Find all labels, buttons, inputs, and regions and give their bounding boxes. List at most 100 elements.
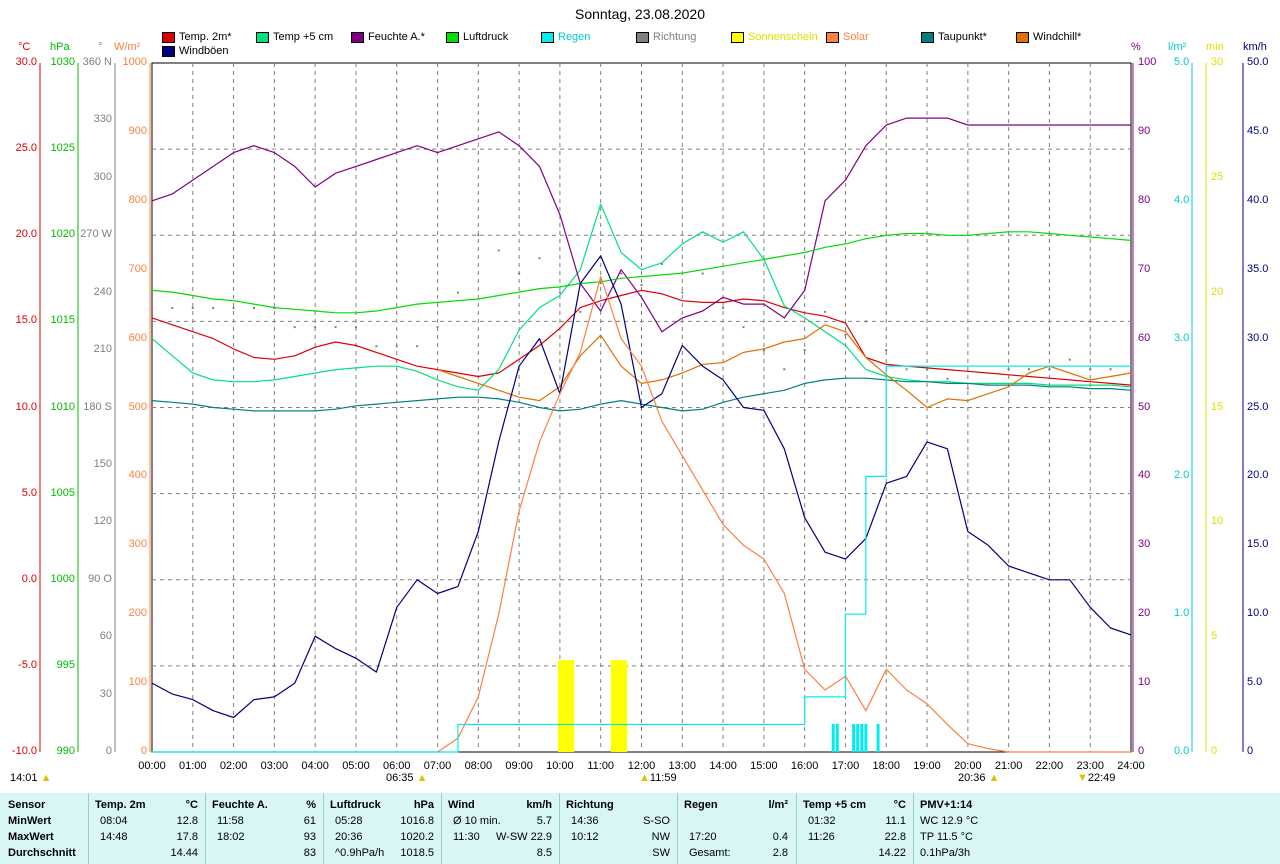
axis-tick-temp: 15.0 (15, 314, 37, 327)
stat-value: 1016.8 (400, 815, 434, 827)
stat-value: 0.4 (772, 831, 788, 843)
direction-point (395, 345, 398, 348)
stat-value: SW (652, 847, 670, 859)
axis-tick-temp: 10.0 (15, 400, 37, 413)
x-tick-label: 24:00 (1117, 760, 1145, 772)
axis-tick-rain: 1.0 (1174, 607, 1190, 620)
stat-time: ^0.9hPa/h (335, 847, 385, 859)
stats-header: Temp +5 cm (803, 799, 867, 811)
stat-time: 14:36 (571, 815, 599, 827)
moon-marker: ▼22:49 (1077, 772, 1116, 784)
axis-tick-solar: 600 (128, 331, 147, 344)
direction-point (518, 272, 521, 275)
stat-time: 18:02 (217, 831, 245, 843)
chart-plot (39, 62, 1244, 753)
axis-tick-temp: 20.0 (15, 228, 37, 241)
axis-tick-pressure: 995 (56, 658, 75, 671)
x-tick-label: 18:00 (872, 760, 901, 772)
sunshine-bar (619, 660, 624, 752)
stat-time: Gesamt: (689, 847, 731, 859)
direction-point (803, 349, 806, 352)
direction-point (293, 326, 296, 329)
stat-time: 17:20 (689, 831, 717, 843)
axis-tick-rain: 0.0 (1174, 745, 1190, 757)
legend-label: Feuchte A.* (368, 31, 425, 43)
axis-tick-humidity: 0 (1138, 745, 1145, 757)
stat-value: 1018.5 (400, 847, 434, 859)
axis-tick-direction: 360 N (82, 56, 112, 68)
stat-value: 11.1 (885, 815, 906, 827)
direction-point (1130, 368, 1132, 371)
stats-separator (913, 793, 914, 864)
axis-unit-wind: km/h (1243, 41, 1267, 53)
sunshine-bar (623, 660, 628, 752)
x-tick-label: 08:00 (464, 760, 493, 772)
legend-item-feuchte-a: Feuchte A.* (351, 31, 425, 43)
direction-point (1068, 358, 1071, 361)
direction-point (252, 306, 255, 309)
direction-point (987, 383, 990, 386)
legend-label: Temp +5 cm (273, 31, 334, 43)
axis-unit-humidity: % (1131, 41, 1141, 53)
axis-unit-temp: °C (18, 41, 31, 53)
axis-tick-rain: 5.0 (1174, 56, 1190, 68)
legend-swatch (1016, 31, 1029, 43)
stat-time: 11:58 (217, 815, 244, 827)
stat-pmv: 0.1hPa/3h (920, 847, 971, 859)
direction-point (620, 272, 623, 275)
direction-point (824, 310, 827, 313)
direction-point (701, 272, 704, 275)
direction-point (171, 306, 174, 309)
direction-point (1048, 368, 1051, 371)
axis-tick-solar: 200 (128, 607, 147, 620)
legend-label: Richtung (653, 31, 697, 43)
rain-bar (835, 724, 839, 752)
sunshine-bar (615, 660, 620, 752)
axis-tick-pressure: 990 (56, 745, 75, 757)
stats-header: Temp. 2m (95, 799, 146, 811)
statistics-panel: Sensor Temp. 2m °C Feuchte A.% Luftdruck hPa W… (0, 793, 1280, 864)
x-tick-label: 21:00 (994, 760, 1023, 772)
axis-tick-humidity: 100 (1138, 56, 1157, 68)
axis-tick-wind: 50.0 (1247, 56, 1269, 68)
stat-time: 10:12 (571, 831, 599, 843)
current-time-marker: 14:01 ▲ (10, 772, 52, 784)
legend-swatch (162, 45, 175, 57)
x-tick-label: 23:00 (1076, 760, 1104, 772)
axis-tick-humidity: 40 (1138, 469, 1151, 482)
axis-tick-temp: 5.0 (21, 486, 37, 499)
axis-unit-direction: ° (98, 41, 103, 53)
direction-point (640, 284, 643, 287)
series-line-taupunkt (151, 377, 1132, 412)
axis-tick-wind: 30.0 (1247, 331, 1269, 344)
stats-header-unit: l/m² (768, 799, 788, 811)
direction-point (1089, 368, 1092, 371)
stats-separator (796, 793, 797, 864)
axis-tick-rain: 4.0 (1174, 193, 1190, 206)
axis-tick-pressure: 1015 (50, 314, 75, 327)
stats-header: Wind (448, 799, 475, 811)
direction-point (599, 282, 602, 285)
chart-title: Sonntag, 23.08.2020 (574, 6, 705, 22)
axis-tick-direction: 30 (99, 687, 112, 700)
x-tick-label: 14:00 (709, 760, 737, 772)
axis-unit-sun: min (1206, 41, 1224, 53)
stat-value: 61 (303, 815, 316, 827)
stat-value: 14.22 (878, 847, 906, 859)
stats-header-unit: km/h (526, 799, 552, 811)
axis-tick-sun: 25 (1211, 170, 1224, 183)
axis-tick-pressure: 1000 (50, 572, 75, 585)
stat-value: 5.7 (536, 815, 552, 827)
stats-header-unit: % (306, 799, 316, 811)
sunrise-marker: 06:35 ▲ (386, 772, 428, 784)
direction-point (742, 326, 745, 329)
stats-separator (205, 793, 206, 864)
legend-label: Taupunkt* (938, 31, 987, 43)
axis-tick-direction: 300 (93, 170, 112, 183)
stat-value: 1020.2 (400, 831, 434, 843)
axis-tick-temp: -10.0 (11, 745, 37, 757)
stat-time: 11:30 (453, 831, 480, 843)
x-tick-label: 06:00 (382, 760, 411, 772)
axis-tick-wind: 25.0 (1247, 400, 1269, 413)
stat-value: W-SW 22.9 (495, 831, 552, 843)
